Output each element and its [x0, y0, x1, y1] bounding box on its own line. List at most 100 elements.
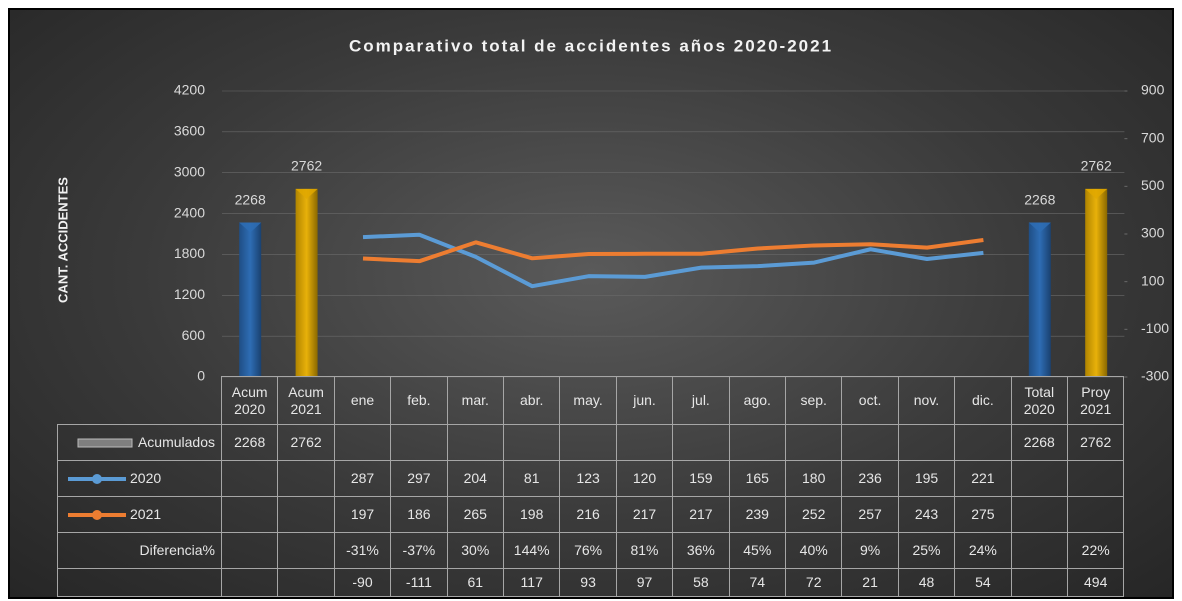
y2-tick-label: 900: [1141, 82, 1165, 98]
table-cell: 257: [841, 496, 899, 533]
table-cell: 58: [672, 568, 730, 597]
x-tick-label: feb.: [390, 376, 448, 425]
table-cell: [390, 424, 448, 461]
row-label-text: 2020: [130, 470, 162, 486]
table-cell: [503, 424, 561, 461]
bar-top: [239, 222, 262, 233]
bar: [239, 222, 262, 377]
bar-top: [295, 188, 318, 199]
bar: [1028, 222, 1051, 377]
y-tick-label: 1200: [174, 286, 205, 302]
data-label: 2268: [1024, 191, 1055, 207]
y-tick-label: 3600: [174, 123, 205, 139]
table-cell: 265: [446, 496, 504, 533]
x-tick-label: ene: [333, 376, 392, 425]
x-tick-label: nov.: [897, 376, 956, 425]
y2-tick-label: -300: [1141, 368, 1169, 384]
legend-key: [68, 473, 126, 484]
table-cell: 54: [954, 568, 1012, 597]
row-label-text: Diferencia%: [139, 542, 215, 558]
table-cell: 21: [841, 568, 899, 597]
y2-tick-label: 300: [1141, 225, 1165, 241]
y-axis-label: CANT. ACCIDENTES: [55, 177, 70, 303]
table-cell: 198: [503, 496, 561, 533]
table-cell: 144%: [503, 532, 561, 569]
table-cell: 36%: [672, 532, 730, 569]
y-tick-label: 2400: [174, 204, 205, 220]
table-cell: 2762: [277, 424, 335, 461]
table-cell: 61: [446, 568, 504, 597]
table-cell: 217: [672, 496, 730, 533]
data-label: 2268: [235, 191, 266, 207]
table-cell: [221, 460, 279, 497]
table-cell: [221, 532, 279, 569]
table-cell: 236: [841, 460, 899, 497]
y-tick-label: 0: [197, 368, 205, 384]
table-cell: 76%: [559, 532, 617, 569]
table-cell: 2762: [1067, 424, 1125, 461]
table-cell: 9%: [841, 532, 899, 569]
row-label: Acumulados: [57, 424, 222, 461]
table-cell: 180: [785, 460, 843, 497]
table-cell: 40%: [785, 532, 843, 569]
table-cell: 72: [785, 568, 843, 597]
table-cell: 22%: [1067, 532, 1125, 569]
y-tick-label: 600: [182, 327, 206, 343]
x-tick-label: sep.: [785, 376, 843, 425]
x-tick-label: Acum 2020: [221, 376, 279, 425]
table-cell: [277, 496, 335, 533]
table-cell: [446, 424, 504, 461]
table-cell: 2268: [1010, 424, 1068, 461]
row-label: Diferencia%: [57, 532, 222, 569]
table-cell: [841, 424, 899, 461]
x-tick-label: Proy 2021: [1067, 376, 1125, 425]
table-cell: [1067, 460, 1125, 497]
table-cell: [897, 424, 956, 461]
data-label: 2762: [291, 158, 322, 174]
x-tick-label: ago.: [728, 376, 786, 425]
table-cell: 81: [503, 460, 561, 497]
table-cell: [277, 532, 335, 569]
table-cell: [785, 424, 843, 461]
table-cell: [559, 424, 617, 461]
table-cell: 30%: [446, 532, 504, 569]
table-cell: -90: [333, 568, 392, 597]
y-tick-label: 1800: [174, 245, 205, 261]
line: [362, 237, 984, 264]
table-cell: 297: [390, 460, 448, 497]
table-cell: 221: [954, 460, 1012, 497]
table-cell: [1010, 496, 1068, 533]
table-cell: 123: [559, 460, 617, 497]
table-cell: 204: [446, 460, 504, 497]
legend-key: [77, 438, 133, 447]
y2-tick-label: 700: [1141, 129, 1165, 145]
bar: [295, 188, 318, 377]
table-cell: 494: [1067, 568, 1125, 597]
chart-background: [8, 8, 1174, 599]
x-tick-label: abr.: [503, 376, 561, 425]
table-cell: [277, 568, 335, 597]
table-cell: -37%: [390, 532, 448, 569]
data-label: 2762: [1081, 158, 1112, 174]
table-cell: 217: [615, 496, 674, 533]
x-tick-label: Acum 2021: [277, 376, 335, 425]
table-cell: 239: [728, 496, 786, 533]
table-cell: 165: [728, 460, 786, 497]
y2-tick-label: 500: [1141, 177, 1165, 193]
y-tick-label: 3000: [174, 163, 205, 179]
y-tick-label: 4200: [174, 82, 205, 98]
chart-title: Comparativo total de accidentes años 202…: [349, 36, 833, 55]
x-tick-label: dic.: [954, 376, 1012, 425]
table-cell: [1010, 460, 1068, 497]
row-label-text: 2021: [130, 506, 162, 522]
table-cell: 243: [897, 496, 956, 533]
table-cell: 252: [785, 496, 843, 533]
x-tick-label: jun.: [615, 376, 674, 425]
table-cell: 97: [615, 568, 674, 597]
table-cell: -31%: [333, 532, 392, 569]
table-cell: 216: [559, 496, 617, 533]
x-tick-label: Total 2020: [1010, 376, 1068, 425]
table-cell: 48: [897, 568, 956, 597]
table-cell: -111: [390, 568, 448, 597]
